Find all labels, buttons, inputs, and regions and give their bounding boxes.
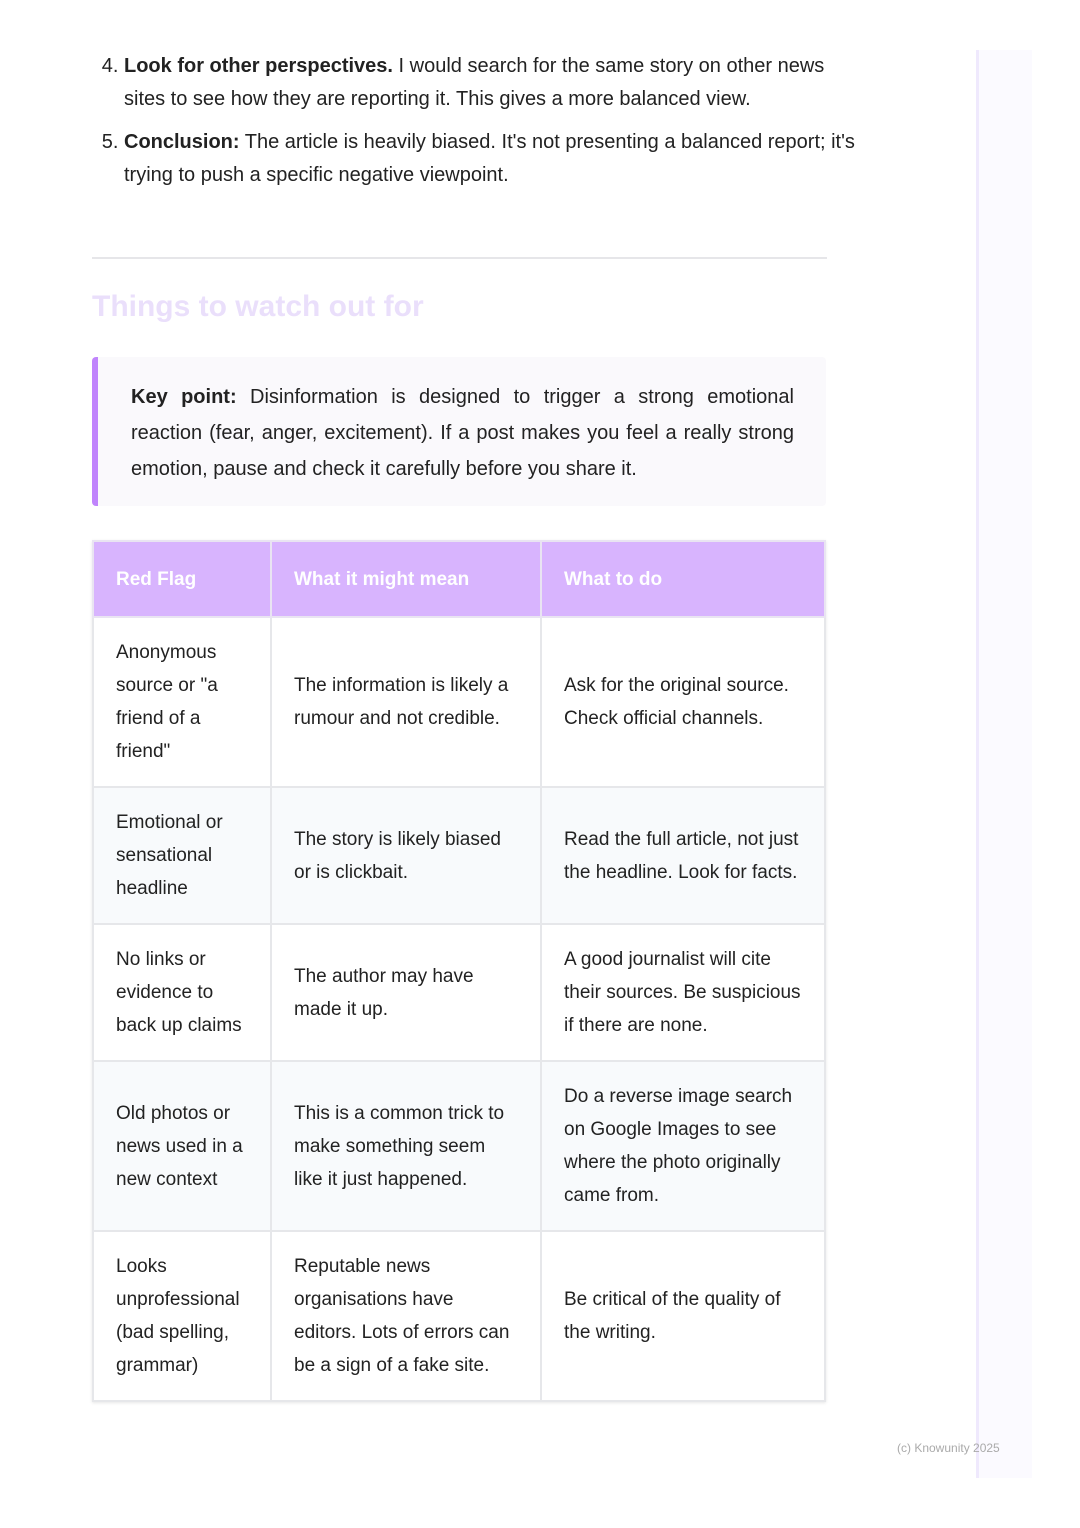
table-cell: Anonymous source or "a friend of a frien… xyxy=(92,616,272,788)
column-header: Red Flag xyxy=(92,540,272,618)
table-cell: Ask for the original source. Check offic… xyxy=(540,616,826,788)
table-cell: The story is likely biased or is clickba… xyxy=(270,786,542,925)
steps-list: Look for other perspectives. I would sea… xyxy=(92,50,859,202)
column-header: What to do xyxy=(540,540,826,618)
table-cell: A good journalist will cite their source… xyxy=(540,923,826,1062)
table-cell: Be critical of the quality of the writin… xyxy=(540,1230,826,1402)
list-item-bold: Look for other perspectives. xyxy=(124,55,393,77)
table-cell: This is a common trick to make something… xyxy=(270,1060,542,1232)
table-cell: The author may have made it up. xyxy=(270,923,542,1062)
table-cell: Do a reverse image search on Google Imag… xyxy=(540,1060,826,1232)
key-point-callout: Key point: Disinformation is designed to… xyxy=(92,357,826,506)
table-cell: Old photos or news used in a new context xyxy=(92,1060,272,1232)
list-item-bold: Conclusion: xyxy=(124,131,240,153)
list-item-text: The article is heavily biased. It's not … xyxy=(124,131,855,186)
red-flags-table: Red Flag What it might mean What to do A… xyxy=(92,540,826,1402)
table-cell: The information is likely a rumour and n… xyxy=(270,616,542,788)
table-cell: Read the full article, not just the head… xyxy=(540,786,826,925)
table-row: No links or evidence to back up claims Th… xyxy=(92,923,826,1062)
list-item-text: I would search for the same story on oth… xyxy=(124,55,825,110)
callout-text: Disinformation is designed to trigger a … xyxy=(131,386,794,480)
table-row: Looks unprofessional (bad spelling, gram… xyxy=(92,1230,826,1402)
table-row: Anonymous source or "a friend of a frien… xyxy=(92,616,826,788)
table-cell: No links or evidence to back up claims xyxy=(92,923,272,1062)
list-item: Conclusion: The article is heavily biase… xyxy=(124,126,859,192)
divider xyxy=(92,257,827,259)
table-cell: Reputable news organisations have editor… xyxy=(270,1230,542,1402)
list-item: Look for other perspectives. I would sea… xyxy=(124,50,859,116)
table-cell: Looks unprofessional (bad spelling, gram… xyxy=(92,1230,272,1402)
footer-copyright: (c) Knowunity 2025 xyxy=(897,1441,1000,1455)
table-header-row: Red Flag What it might mean What to do xyxy=(92,540,826,618)
table-row: Emotional or sensational headline The sto… xyxy=(92,786,826,925)
section-heading: Things to watch out for xyxy=(92,290,424,323)
callout-label: Key point: xyxy=(131,386,237,408)
table-cell: Emotional or sensational headline xyxy=(92,786,272,925)
column-header: What it might mean xyxy=(270,540,542,618)
table-row: Old photos or news used in a new context… xyxy=(92,1060,826,1232)
side-panel xyxy=(976,50,1032,1478)
